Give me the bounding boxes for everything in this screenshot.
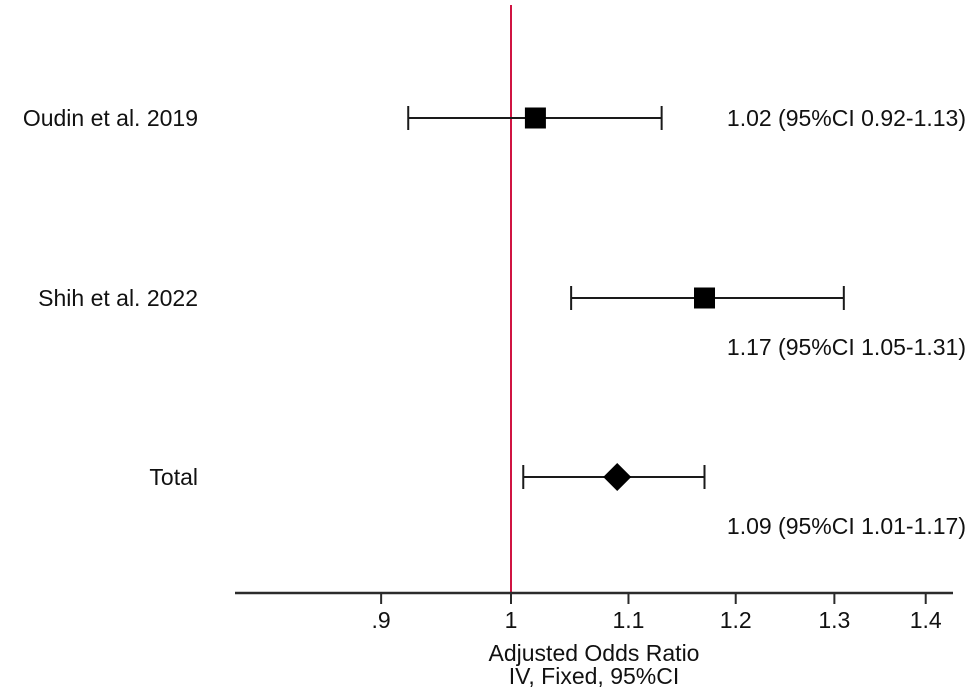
estimate-annotation: 1.17 (95%CI 1.05-1.31) bbox=[727, 334, 966, 360]
study-label: Total bbox=[149, 464, 198, 490]
estimate-marker-square bbox=[524, 107, 546, 129]
x-tick-label: 1 bbox=[505, 607, 518, 633]
study-label: Oudin et al. 2019 bbox=[23, 105, 198, 131]
x-tick-label: 1.1 bbox=[612, 607, 644, 633]
x-tick-label: .9 bbox=[372, 607, 391, 633]
x-tick-label: 1.4 bbox=[910, 607, 942, 633]
estimate-annotation: 1.09 (95%CI 1.01-1.17) bbox=[727, 513, 966, 539]
x-tick-label: 1.2 bbox=[720, 607, 752, 633]
estimate-marker-square bbox=[694, 287, 716, 309]
plot-layer: .9 1 1.1 1.2 1.3 1.4 Oudin et al. 2019 1.02 (95… bbox=[23, 5, 966, 633]
study-label: Shih et al. 2022 bbox=[38, 285, 198, 311]
x-tick-label: 1.3 bbox=[818, 607, 850, 633]
x-axis-title-line2: IV, Fixed, 95%CI bbox=[509, 663, 679, 689]
estimate-annotation: 1.02 (95%CI 0.92-1.13) bbox=[727, 105, 966, 131]
estimate-marker-diamond bbox=[603, 463, 632, 491]
x-axis-title-line1: Adjusted Odds Ratio bbox=[489, 640, 700, 666]
